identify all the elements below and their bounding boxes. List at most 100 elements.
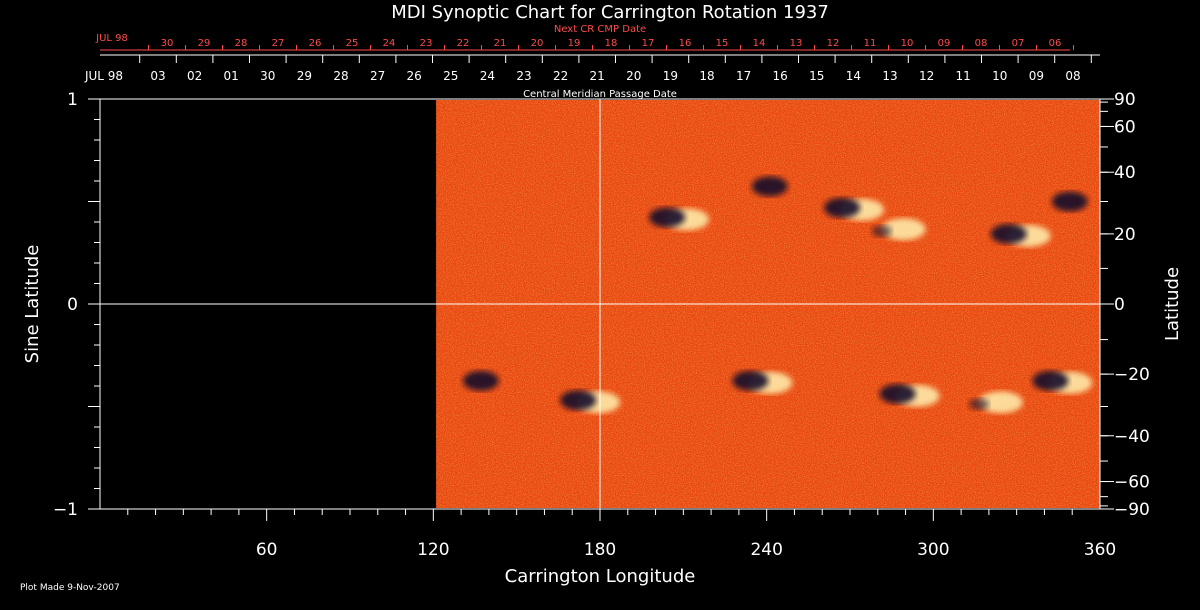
top-axis-month: JUL 98 xyxy=(84,69,123,83)
cmp-date-label: 11 xyxy=(956,69,971,83)
next-cr-date-label: 25 xyxy=(346,38,359,49)
plot-made-footer: Plot Made 9-Nov-2007 xyxy=(20,583,120,593)
next-cr-date-axis: 30 29 28 27 26 25 24 23 22 21 20 19 18 17 16 15 14 13 12 11… xyxy=(100,38,1074,51)
negative-polarity-patch xyxy=(560,390,597,411)
cmp-date-label: 09 xyxy=(1029,69,1044,83)
cmp-date-label: 20 xyxy=(626,69,641,83)
x-tick-label: 180 xyxy=(584,540,616,560)
y-left-tick-label: 0 xyxy=(67,295,78,315)
next-cr-date-label: 16 xyxy=(679,38,692,49)
cmp-date-label: 16 xyxy=(773,69,788,83)
cmp-date-label: 26 xyxy=(407,69,422,83)
cmp-date-label: 08 xyxy=(1065,69,1080,83)
active-region xyxy=(732,370,793,394)
active-region xyxy=(1032,370,1093,394)
y-left-tick-label: −1 xyxy=(53,500,78,520)
next-cr-title: Next CR CMP Date xyxy=(554,24,646,35)
cmp-date-label: 02 xyxy=(187,69,202,83)
cmp-date-label: 18 xyxy=(699,69,714,83)
negative-polarity-patch xyxy=(879,383,916,404)
next-cr-date-label: 14 xyxy=(753,38,766,49)
y-right-tick-label: 0 xyxy=(1114,295,1125,315)
x-tick-label: 240 xyxy=(750,540,782,560)
y-right-tick-label: −60 xyxy=(1114,473,1150,493)
crosshair xyxy=(100,99,1100,509)
next-cr-date-label: 17 xyxy=(642,38,655,49)
cmp-date-label: 15 xyxy=(809,69,824,83)
next-cr-date-label: 19 xyxy=(568,38,581,49)
next-cr-date-label: 29 xyxy=(198,38,211,49)
chart-title: MDI Synoptic Chart for Carrington Rotati… xyxy=(391,2,829,23)
positive-polarity-patch xyxy=(881,218,926,241)
cmp-date-label: 14 xyxy=(846,69,861,83)
next-cr-date-label: 08 xyxy=(975,38,988,49)
y-axis-left: 1 0 −1 xyxy=(53,90,100,520)
x-axis: 60 120 180 240 300 360 xyxy=(127,509,1116,560)
active-region xyxy=(560,390,621,414)
cmp-date-label: 17 xyxy=(736,69,751,83)
next-cr-date-label: 10 xyxy=(901,38,914,49)
next-cr-date-label: 26 xyxy=(309,38,322,49)
next-cr-date-label: 06 xyxy=(1049,38,1062,49)
next-cr-date-label: 21 xyxy=(494,38,507,49)
cmp-date-label: 21 xyxy=(590,69,605,83)
y-axis-right: 90 60 40 20 0 −20 −40 −60 −90 xyxy=(1100,90,1150,520)
active-region xyxy=(824,197,884,221)
negative-polarity-patch xyxy=(751,176,788,197)
cmp-date-label: 12 xyxy=(919,69,934,83)
negative-polarity-patch xyxy=(968,398,989,411)
y-right-tick-label: −40 xyxy=(1114,427,1150,447)
x-tick-label: 120 xyxy=(417,540,449,560)
cmp-date-label: 10 xyxy=(992,69,1007,83)
y-left-tick-label: 1 xyxy=(67,90,78,110)
y-right-tick-label: 60 xyxy=(1114,117,1136,137)
cmp-date-label: 01 xyxy=(224,69,239,83)
active-region xyxy=(990,223,1051,247)
cmp-date-label: 03 xyxy=(150,69,165,83)
x-tick-label: 60 xyxy=(256,540,278,560)
y-axis-right-label: Latitude xyxy=(1162,267,1183,341)
next-cr-date-label: 12 xyxy=(827,38,840,49)
y-axis-left-label: Sine Latitude xyxy=(22,245,43,364)
active-region xyxy=(751,176,788,197)
next-cr-date-label: 27 xyxy=(272,38,285,49)
cmp-date-label: 19 xyxy=(663,69,678,83)
negative-polarity-patch xyxy=(1032,370,1069,391)
next-cr-date-label: 15 xyxy=(716,38,729,49)
negative-polarity-patch xyxy=(462,370,499,391)
active-region xyxy=(968,391,1023,414)
next-cr-date-label: 24 xyxy=(383,38,396,49)
next-cr-date-label: 23 xyxy=(420,38,433,49)
negative-polarity-patch xyxy=(649,207,685,228)
cmp-date-label: 25 xyxy=(443,69,458,83)
next-cr-date-label: 20 xyxy=(531,38,544,49)
x-tick-label: 300 xyxy=(917,540,949,560)
cmp-date-label: 29 xyxy=(297,69,312,83)
next-cr-date-label: 28 xyxy=(235,38,248,49)
cmp-date-label: 22 xyxy=(553,69,568,83)
cmp-date-label: 30 xyxy=(260,69,275,83)
negative-polarity-patch xyxy=(1051,191,1088,212)
x-tick-label: 360 xyxy=(1084,540,1116,560)
cmp-date-label: 13 xyxy=(882,69,897,83)
y-right-tick-label: −90 xyxy=(1114,500,1150,520)
active-region xyxy=(871,218,926,241)
active-region xyxy=(649,207,709,231)
y-right-tick-label: −20 xyxy=(1114,365,1150,385)
y-right-tick-label: 40 xyxy=(1114,163,1136,183)
active-region xyxy=(1051,191,1088,212)
next-cr-date-label: 22 xyxy=(457,38,470,49)
next-cr-date-label: 07 xyxy=(1012,38,1025,49)
positive-polarity-patch xyxy=(978,391,1023,414)
next-cr-date-label: 13 xyxy=(790,38,803,49)
y-right-tick-label: 20 xyxy=(1114,225,1136,245)
cmp-date-label: 23 xyxy=(516,69,531,83)
negative-polarity-patch xyxy=(824,197,860,218)
next-cr-date-label: 18 xyxy=(605,38,618,49)
active-region xyxy=(462,370,499,391)
next-cr-date-label: 09 xyxy=(938,38,951,49)
next-cr-date-label: 11 xyxy=(864,38,877,49)
next-cr-date-label: 30 xyxy=(161,38,174,49)
top-axis-title: Central Meridian Passage Date xyxy=(523,89,677,100)
